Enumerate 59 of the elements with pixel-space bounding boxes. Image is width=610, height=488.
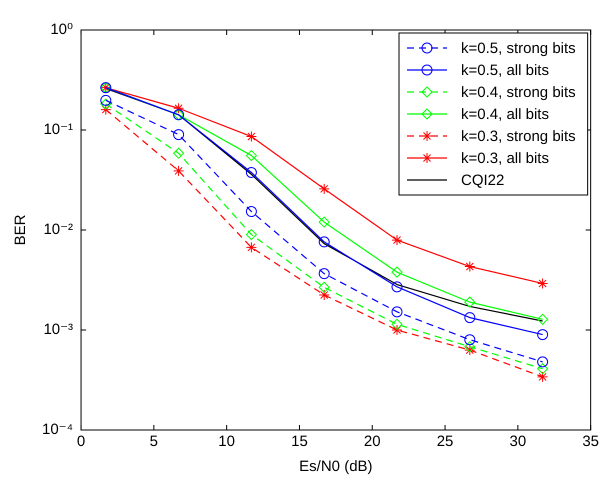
point <box>464 312 476 324</box>
point <box>173 129 184 140</box>
y-tick-label: 10⁰ <box>50 21 74 38</box>
point <box>246 150 257 162</box>
legend-label: k=0.5, strong bits <box>461 40 576 58</box>
point <box>100 104 112 116</box>
point <box>464 261 476 272</box>
point <box>537 356 548 368</box>
point <box>318 216 330 228</box>
point <box>392 266 403 278</box>
x-axis-title: Es/N0 (dB) <box>299 458 373 476</box>
y-tick-label: 10⁻⁴ <box>42 421 74 438</box>
x-tick-label: 10 <box>218 433 235 450</box>
point <box>537 329 548 340</box>
point <box>100 98 112 110</box>
x-tick-label: 0 <box>76 433 86 450</box>
point <box>246 206 257 218</box>
point <box>537 363 548 374</box>
x-tick-label: 20 <box>364 433 381 450</box>
point <box>318 236 330 248</box>
point <box>318 268 330 280</box>
point <box>392 324 403 336</box>
point <box>392 318 403 330</box>
point <box>246 131 257 142</box>
point <box>100 94 112 106</box>
point <box>537 371 548 382</box>
point <box>246 166 257 178</box>
point <box>464 334 476 346</box>
y-axis-title: BER <box>12 214 30 246</box>
point <box>464 341 476 352</box>
point <box>173 148 184 159</box>
point <box>318 183 330 194</box>
point <box>392 306 403 318</box>
x-tick-label: 15 <box>291 433 308 450</box>
x-tick-label: 25 <box>436 433 454 450</box>
point <box>464 344 476 356</box>
point <box>246 242 257 253</box>
y-tick-label: 10⁻¹ <box>43 121 74 138</box>
point <box>464 296 476 308</box>
point <box>392 281 403 292</box>
x-tick-label: 35 <box>582 433 599 450</box>
point <box>246 229 257 240</box>
point <box>173 165 184 176</box>
legend-label: k=0.5, all bits <box>461 62 549 80</box>
y-tick-label: 10⁻² <box>43 221 74 238</box>
point <box>318 289 330 300</box>
legend-label: k=0.3, strong bits <box>461 128 576 146</box>
point <box>173 102 184 114</box>
point <box>537 314 548 325</box>
legend-label: k=0.3, all bits <box>461 150 549 168</box>
x-tick-label: 30 <box>510 433 526 450</box>
legend-label: k=0.4, all bits <box>461 106 549 124</box>
point <box>318 282 330 293</box>
x-tick-label: 5 <box>150 433 158 450</box>
legend-label: CQI22 <box>461 172 504 190</box>
point <box>537 278 548 289</box>
point <box>392 234 403 246</box>
legend-label: k=0.4, strong bits <box>461 84 576 102</box>
y-tick-label: 10⁻³ <box>43 321 74 338</box>
